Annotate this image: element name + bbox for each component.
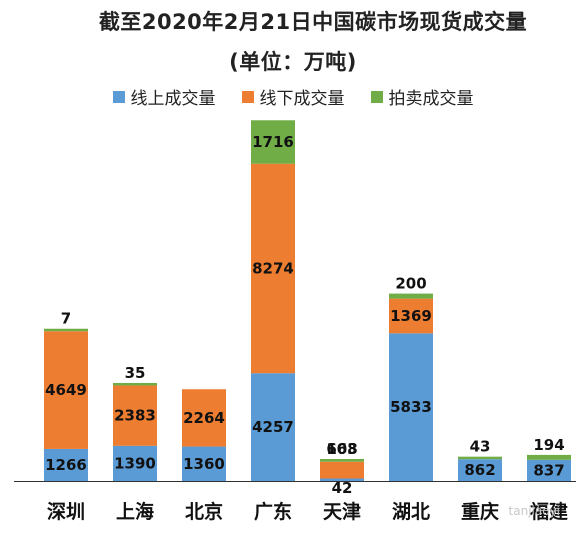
category-label-6: 重庆 bbox=[461, 500, 499, 523]
value-label-offline-5: 1369 bbox=[390, 307, 432, 325]
value-label-online-0: 1266 bbox=[45, 456, 87, 474]
legend-swatch-online bbox=[112, 90, 125, 103]
bar-online-1 bbox=[113, 445, 157, 481]
legend-item-auction: 拍卖成交量 bbox=[370, 84, 474, 109]
bar-auction-0 bbox=[44, 328, 88, 332]
bar-auction-5 bbox=[389, 293, 433, 299]
bar-auction-1 bbox=[113, 382, 157, 386]
value-label-online-1: 1390 bbox=[114, 454, 156, 472]
bar-online-3 bbox=[251, 373, 295, 481]
value-label-online-4: 42 bbox=[332, 479, 353, 497]
value-label-offline-1: 2383 bbox=[114, 407, 156, 425]
category-label-5: 湖北 bbox=[392, 501, 430, 523]
category-label-2: 北京 bbox=[185, 500, 223, 523]
category-label-1: 上海 bbox=[116, 500, 154, 523]
value-label-offline-4: 663 bbox=[326, 440, 357, 458]
legend-label-offline: 线下成交量 bbox=[259, 89, 345, 109]
bar-offline-5 bbox=[389, 298, 433, 334]
watermark-text: tanjiaoyi bbox=[508, 504, 560, 518]
legend-label-online: 线上成交量 bbox=[130, 89, 216, 109]
bar-online-0 bbox=[44, 448, 88, 481]
value-label-auction-4: 108 bbox=[326, 440, 357, 458]
bar-auction-4 bbox=[320, 458, 364, 462]
bar-auction-6 bbox=[458, 456, 502, 460]
legend-label-auction: 拍卖成交量 bbox=[388, 89, 474, 109]
chart-title: 截至2020年2月21日中国碳市场现货成交量 bbox=[98, 10, 528, 34]
bar-online-4 bbox=[320, 478, 364, 481]
bar-offline-1 bbox=[113, 385, 157, 446]
value-label-offline-2: 2264 bbox=[183, 409, 225, 427]
bar-online-7 bbox=[527, 459, 571, 481]
bar-offline-2 bbox=[182, 389, 226, 447]
value-label-auction-1: 35 bbox=[125, 364, 146, 382]
legend: 线上成交量 线下成交量 拍卖成交量 bbox=[0, 84, 586, 109]
legend-item-offline: 线下成交量 bbox=[241, 84, 345, 109]
bar-auction-3 bbox=[251, 120, 295, 164]
bar-online-2 bbox=[182, 446, 226, 481]
bar-auction-7 bbox=[527, 454, 571, 460]
bar-offline-3 bbox=[251, 163, 295, 374]
value-label-online-2: 1360 bbox=[183, 455, 225, 473]
category-label-7: 福建 bbox=[529, 500, 568, 523]
chart-subtitle: (单位：万吨) bbox=[229, 50, 357, 74]
legend-swatch-offline bbox=[241, 90, 254, 103]
bar-offline-0 bbox=[44, 331, 88, 449]
value-label-online-5: 5833 bbox=[390, 398, 432, 416]
bar-online-6 bbox=[458, 459, 502, 481]
value-label-offline-0: 4649 bbox=[45, 381, 87, 399]
legend-item-online: 线上成交量 bbox=[112, 84, 216, 109]
value-label-auction-7: 194 bbox=[533, 436, 564, 454]
category-label-0: 深圳 bbox=[47, 500, 85, 523]
category-label-3: 广东 bbox=[254, 500, 292, 523]
value-label-auction-6: 43 bbox=[470, 438, 491, 456]
bar-offline-4 bbox=[320, 461, 364, 479]
value-label-online-7: 837 bbox=[533, 461, 564, 479]
value-label-online-6: 862 bbox=[464, 461, 495, 479]
value-label-offline-3: 8274 bbox=[252, 259, 294, 277]
value-label-auction-5: 200 bbox=[395, 275, 426, 293]
legend-swatch-auction bbox=[370, 90, 383, 103]
value-label-online-3: 4257 bbox=[252, 418, 294, 436]
value-label-auction-0: 7 bbox=[61, 310, 71, 328]
value-label-auction-3: 1716 bbox=[252, 133, 294, 151]
category-label-4: 天津 bbox=[323, 500, 361, 523]
bar-online-5 bbox=[389, 333, 433, 481]
